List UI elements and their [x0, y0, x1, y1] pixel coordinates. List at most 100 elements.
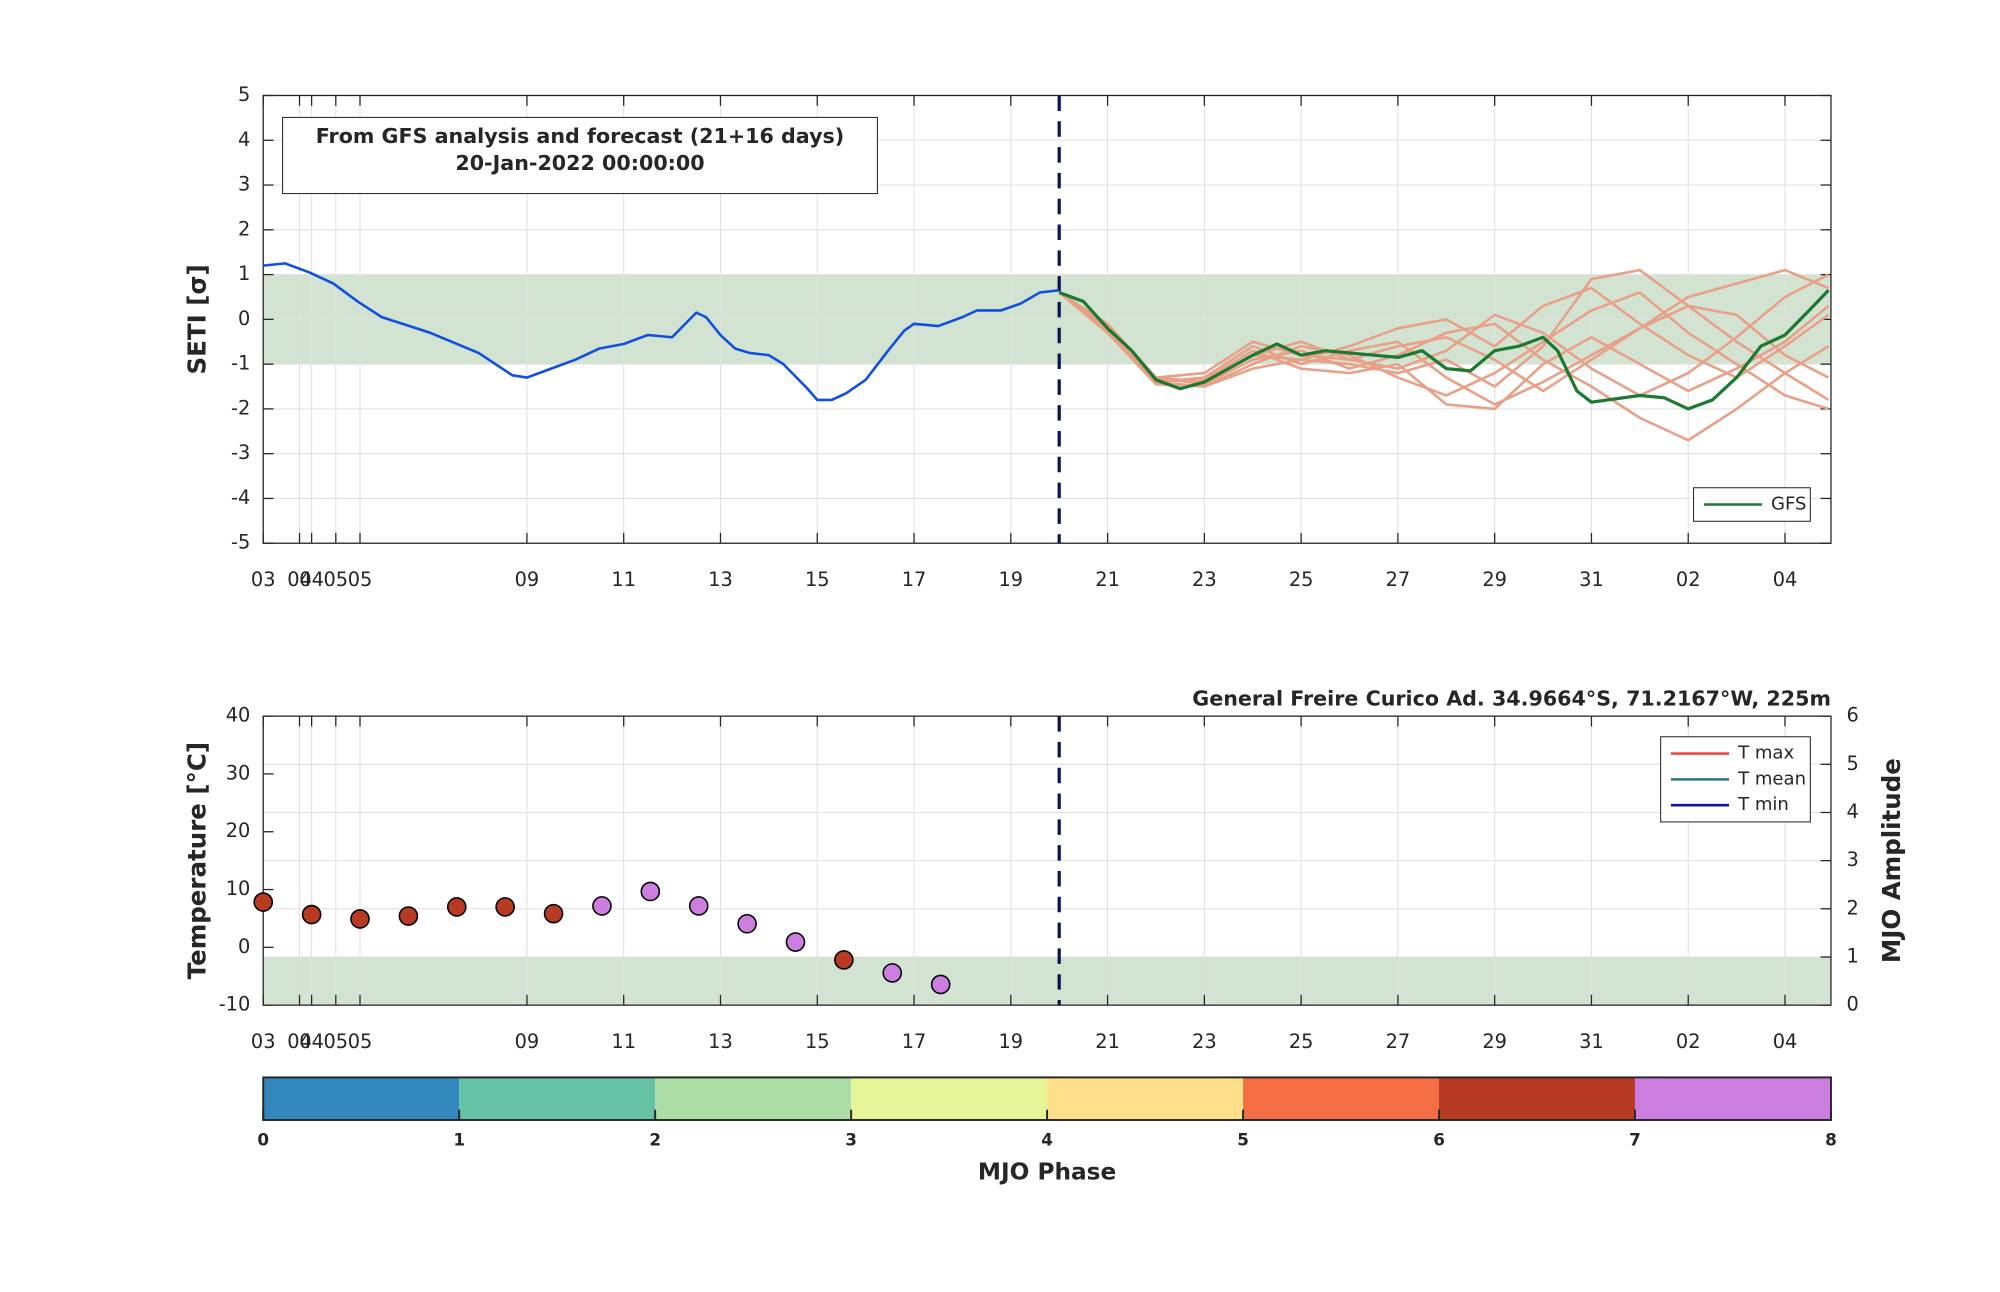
x-tick-label: 15 — [805, 1030, 830, 1053]
color-bin — [655, 1077, 852, 1120]
x-tick-label: 17 — [902, 568, 927, 591]
x-tick-label: 04 — [287, 568, 312, 591]
plot-frame — [262, 715, 1832, 1006]
x-tick-label: 04 — [1773, 568, 1798, 591]
x-tick-label: 25 — [1289, 1030, 1314, 1053]
x-tick-label: 21 — [1095, 568, 1120, 591]
x-tick-label: 31 — [1579, 1030, 1604, 1053]
x-tick-label: 05 — [348, 1030, 373, 1053]
y-tick-label: 1 — [238, 262, 250, 285]
x-tick-label: 15 — [805, 568, 830, 591]
colorbar-tick-label: 5 — [1237, 1130, 1249, 1150]
colorbar-tick-label: 4 — [1041, 1130, 1053, 1150]
x-tick-label: 25 — [1289, 568, 1314, 591]
x-tick-label: 27 — [1386, 568, 1411, 591]
x-tick-label: 13 — [708, 1030, 733, 1053]
series-line — [1058, 289, 1830, 411]
x-tick-label: 29 — [1482, 1030, 1507, 1053]
x-tick-label: 03 — [251, 1030, 276, 1053]
mjo-point — [785, 932, 806, 952]
color-bin — [1243, 1077, 1440, 1120]
y-tick-label: -3 — [231, 441, 250, 464]
chart-title: General Freire Curico Ad. 34.9664°S, 71.… — [1192, 686, 1831, 710]
mjo-point — [301, 904, 322, 925]
y-tick-label: -10 — [219, 993, 251, 1016]
x-tick-label: 03 — [251, 568, 276, 591]
colorbar-tick-label: 8 — [1825, 1130, 1837, 1150]
plot-frame — [262, 94, 1832, 544]
y-tick-label: 0 — [238, 307, 250, 330]
y2-axis-label: MJO Amplitude — [1877, 758, 1906, 963]
x-tick-label: 04 — [299, 568, 324, 591]
color-bin — [459, 1077, 656, 1120]
y2-tick-label: 3 — [1846, 848, 1858, 871]
legend-label: T max — [1737, 743, 1794, 764]
y-axis-label: SETI [σ] — [183, 264, 212, 374]
color-bin — [1635, 1077, 1831, 1120]
y-tick-label: 10 — [226, 877, 251, 900]
mjo-point — [495, 897, 515, 917]
colorbar-tick-label: 1 — [453, 1130, 465, 1150]
x-tick-label: 04 — [287, 1030, 312, 1053]
x-tick-label: 11 — [611, 568, 636, 591]
y-axis-label: Temperature [°C] — [183, 742, 212, 979]
color-bin — [1439, 1077, 1635, 1120]
x-tick-label: 05 — [323, 1030, 348, 1053]
y2-tick-label: 5 — [1846, 752, 1858, 775]
y-tick-label: 20 — [226, 819, 251, 842]
y-tick-label: 3 — [238, 173, 250, 196]
mjo-point — [930, 974, 951, 995]
x-tick-label: 05 — [323, 568, 348, 591]
color-bin — [263, 1077, 460, 1120]
member-line — [1058, 291, 1830, 442]
member-line — [1058, 273, 1830, 397]
x-tick-label: 21 — [1095, 1030, 1120, 1053]
x-tick-label: 11 — [611, 1030, 636, 1053]
y-tick-label: 40 — [226, 704, 251, 727]
x-tick-label: 23 — [1192, 568, 1217, 591]
mjo-point — [253, 892, 274, 912]
x-tick-label: 29 — [1482, 568, 1507, 591]
mjo-point — [543, 903, 564, 924]
y2-tick-label: 2 — [1846, 896, 1858, 919]
mjo-point — [882, 963, 903, 983]
y-tick-label: -2 — [231, 396, 250, 419]
y-tick-label: 30 — [226, 761, 251, 784]
y-tick-label: 5 — [238, 83, 250, 106]
x-tick-label: 13 — [708, 568, 733, 591]
x-tick-label: 31 — [1579, 568, 1604, 591]
x-tick-label: 09 — [515, 1030, 540, 1053]
mjo-point — [834, 950, 854, 970]
x-tick-label: 04 — [1773, 1030, 1798, 1053]
mjo-point — [640, 881, 661, 902]
x-tick-label: 02 — [1676, 1030, 1701, 1053]
x-tick-label: 05 — [348, 568, 373, 591]
annotation: 20-Jan-2022 00:00:00 — [455, 151, 704, 175]
y-tick-label: 4 — [238, 128, 250, 151]
legend-label: T min — [1737, 794, 1789, 815]
y-tick-label: -1 — [231, 352, 250, 375]
y-tick-label: -4 — [231, 486, 250, 509]
y2-tick-label: 1 — [1846, 944, 1858, 967]
y-tick-label: -5 — [231, 531, 250, 554]
mjo-point — [592, 896, 612, 916]
colorbar-label: MJO Phase — [978, 1158, 1116, 1185]
y2-tick-label: 4 — [1846, 800, 1858, 823]
x-tick-label: 27 — [1386, 1030, 1411, 1053]
band — [263, 956, 1831, 1006]
x-tick-label: 19 — [998, 1030, 1023, 1053]
x-tick-label: 19 — [998, 568, 1023, 591]
y2-tick-label: 6 — [1846, 704, 1858, 727]
x-tick-label: 17 — [902, 1030, 927, 1053]
mjo-point — [398, 906, 419, 926]
mjo-point — [688, 896, 709, 916]
x-tick-label: 23 — [1192, 1030, 1217, 1053]
colorbar-tick-label: 3 — [845, 1130, 857, 1150]
legend-label: GFS — [1771, 494, 1807, 515]
y-tick-label: 0 — [238, 935, 250, 958]
colorbar-tick-label: 6 — [1433, 1130, 1445, 1150]
color-bin — [851, 1077, 1048, 1120]
y2-tick-label: 0 — [1846, 993, 1858, 1016]
